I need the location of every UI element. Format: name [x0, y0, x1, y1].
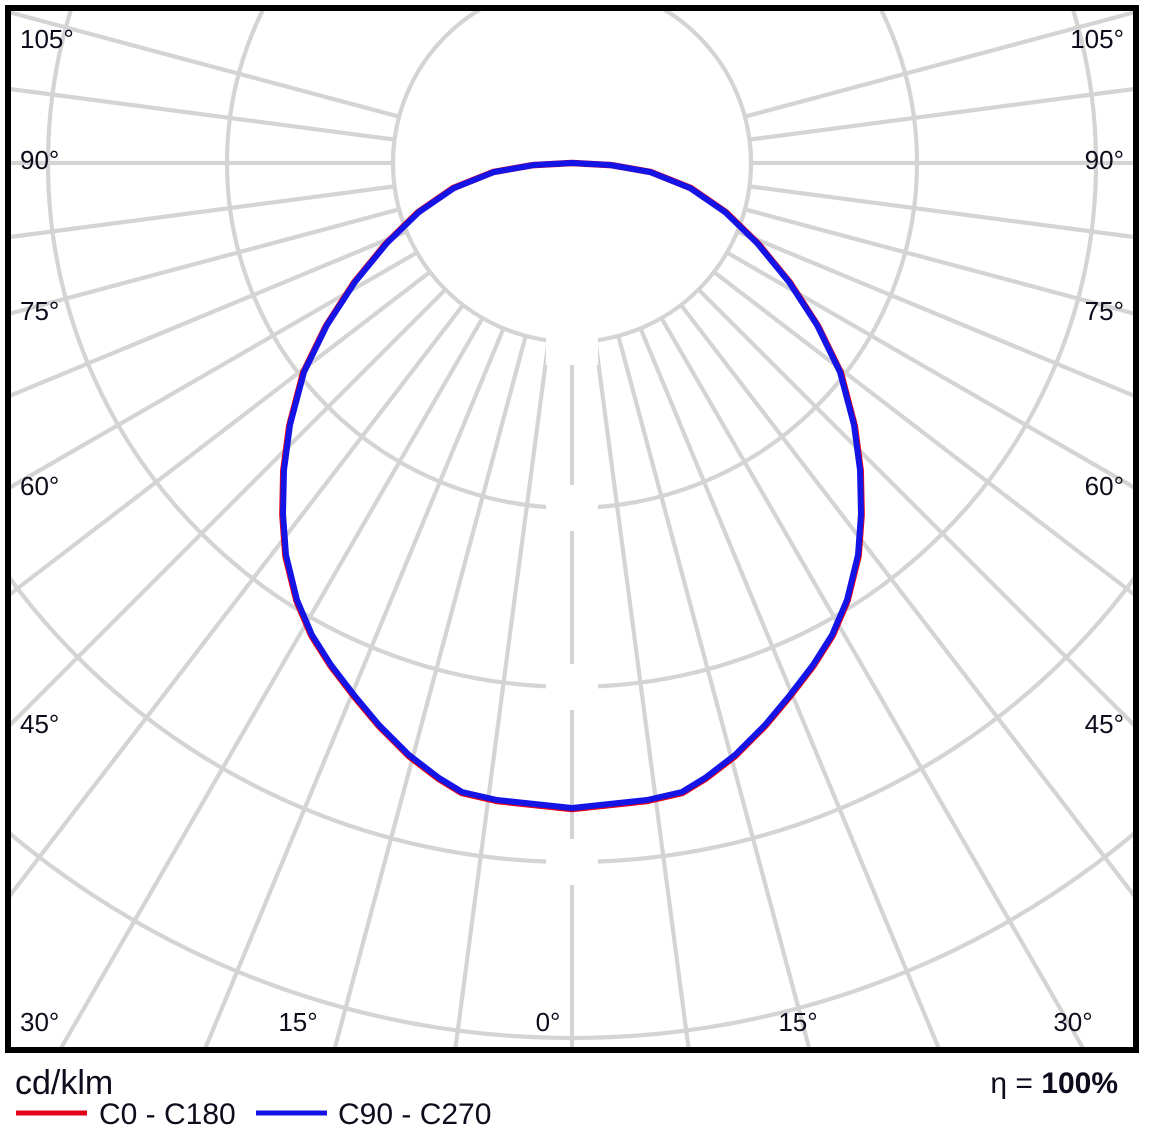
svg-text:45°: 45° [1085, 709, 1124, 739]
svg-text:60°: 60° [20, 471, 59, 501]
svg-text:105°: 105° [1070, 24, 1124, 54]
svg-text:75°: 75° [1085, 296, 1124, 326]
svg-text:C90 - C270: C90 - C270 [338, 1098, 491, 1131]
svg-text:90°: 90° [20, 145, 59, 175]
svg-text:30°: 30° [20, 1007, 59, 1037]
svg-text:90°: 90° [1085, 145, 1124, 175]
svg-text:cd/klm: cd/klm [15, 1064, 113, 1102]
svg-text:45°: 45° [20, 709, 59, 739]
svg-text:C0 - C180: C0 - C180 [99, 1098, 236, 1131]
svg-text:15°: 15° [278, 1007, 317, 1037]
svg-text:75°: 75° [20, 296, 59, 326]
svg-text:30°: 30° [1053, 1007, 1092, 1037]
svg-text:105°: 105° [20, 24, 74, 54]
svg-text:60°: 60° [1085, 471, 1124, 501]
svg-text:15°: 15° [778, 1007, 817, 1037]
svg-text:0°: 0° [536, 1007, 561, 1037]
svg-text:η = 100%: η = 100% [990, 1067, 1118, 1100]
